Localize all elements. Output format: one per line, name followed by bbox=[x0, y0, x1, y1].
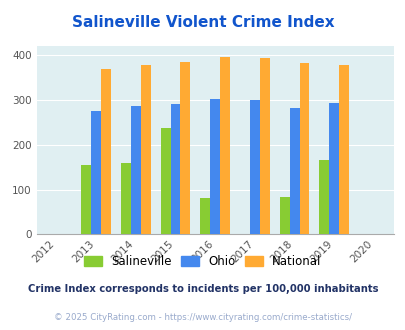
Bar bbox=[91, 111, 101, 234]
Bar bbox=[339, 65, 348, 234]
Bar bbox=[180, 62, 190, 234]
Bar bbox=[81, 165, 91, 234]
Bar bbox=[328, 103, 339, 234]
Bar bbox=[170, 104, 180, 234]
Legend: Salineville, Ohio, National: Salineville, Ohio, National bbox=[81, 252, 324, 272]
Bar bbox=[160, 128, 170, 234]
Bar bbox=[220, 56, 230, 234]
Bar bbox=[289, 109, 299, 234]
Bar bbox=[299, 63, 309, 234]
Text: Salineville Violent Crime Index: Salineville Violent Crime Index bbox=[72, 15, 333, 30]
Bar bbox=[130, 106, 141, 234]
Bar bbox=[259, 58, 269, 234]
Bar bbox=[101, 70, 111, 234]
Bar bbox=[249, 100, 259, 234]
Text: © 2025 CityRating.com - https://www.cityrating.com/crime-statistics/: © 2025 CityRating.com - https://www.city… bbox=[54, 313, 351, 322]
Bar bbox=[279, 197, 289, 234]
Bar bbox=[319, 160, 328, 234]
Bar bbox=[121, 163, 130, 234]
Bar bbox=[141, 65, 150, 234]
Text: Crime Index corresponds to incidents per 100,000 inhabitants: Crime Index corresponds to incidents per… bbox=[28, 284, 377, 294]
Bar bbox=[200, 198, 210, 234]
Bar bbox=[210, 99, 220, 234]
